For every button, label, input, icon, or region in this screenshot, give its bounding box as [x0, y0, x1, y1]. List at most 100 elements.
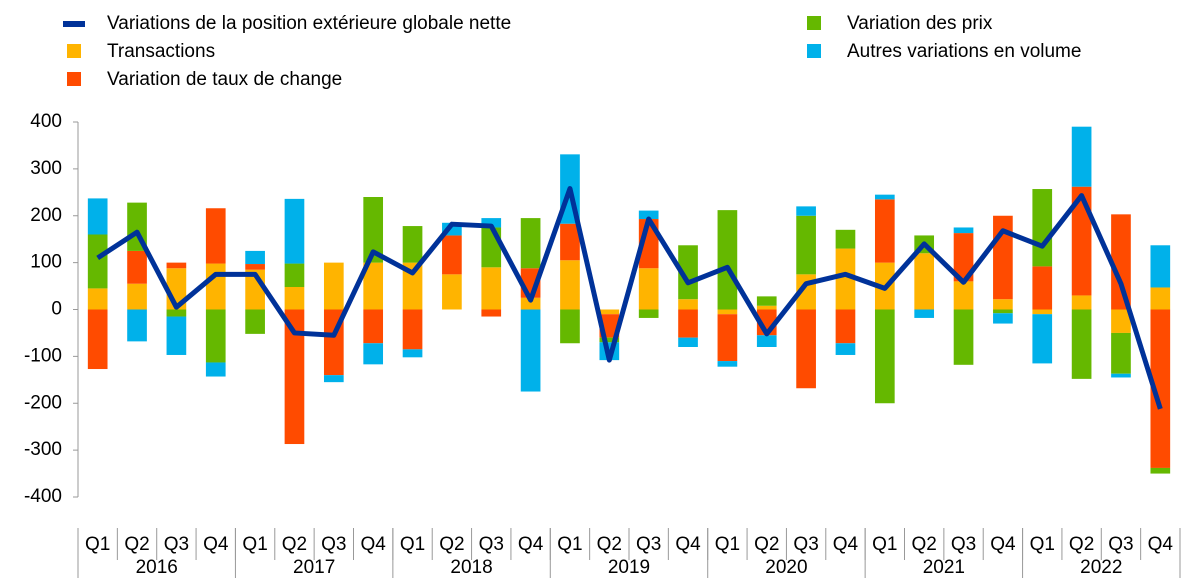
bar: [1032, 266, 1053, 310]
bar: [402, 309, 423, 350]
bar: [678, 299, 698, 310]
x-tick-label: Q4: [833, 534, 859, 555]
bar: [1071, 295, 1092, 310]
bar: [1032, 189, 1053, 267]
x-tick-label: Q4: [675, 534, 701, 555]
bar: [1150, 309, 1171, 468]
bar: [796, 309, 816, 389]
x-tick-label: Q1: [872, 534, 897, 555]
bar: [363, 197, 384, 263]
x-tick-label: Q2: [439, 534, 464, 555]
bar: [481, 267, 502, 310]
bar: [953, 233, 974, 282]
bar: [1032, 309, 1053, 315]
year-label: 2016: [136, 557, 178, 578]
x-tick-label: Q1: [400, 534, 425, 555]
bar: [520, 218, 541, 269]
bar: [717, 361, 738, 367]
bar: [560, 260, 580, 310]
x-tick-label: Q4: [203, 534, 229, 555]
bar: [717, 309, 738, 315]
legend-swatch: [63, 21, 85, 27]
bar: [166, 316, 187, 355]
bar: [245, 309, 265, 334]
bar: [914, 253, 935, 310]
year-label: 2020: [765, 557, 807, 578]
bar: [520, 297, 541, 310]
x-tick-label: Q2: [597, 534, 622, 555]
bar: [953, 309, 974, 365]
bar: [953, 281, 974, 310]
bar: [796, 215, 816, 275]
x-tick-label: Q2: [754, 534, 779, 555]
x-tick-label: Q3: [164, 534, 189, 555]
net-position-line: [96, 186, 1163, 410]
y-tick-label: 100: [30, 252, 62, 273]
legend-label: Variation des prix: [847, 13, 993, 34]
bar: [678, 337, 698, 347]
year-label: 2017: [293, 557, 335, 578]
bar: [284, 198, 305, 264]
y-tick-label: -300: [24, 439, 62, 460]
bar: [1111, 214, 1131, 310]
bar: [481, 227, 502, 268]
y-tick-label: 300: [30, 158, 62, 179]
x-tick-label: Q2: [1069, 534, 1094, 555]
x-tick-label: Q4: [1148, 534, 1174, 555]
bar: [678, 309, 698, 338]
bar: [993, 299, 1013, 310]
bar: [205, 362, 226, 377]
legend-swatch: [807, 16, 821, 30]
bar: [717, 314, 738, 362]
year-label: 2018: [450, 557, 492, 578]
x-tick-label: Q3: [951, 534, 976, 555]
bar: [87, 198, 108, 235]
year-label: 2019: [608, 557, 650, 578]
x-tick-label: Q4: [360, 534, 386, 555]
legend-label: Variation de taux de change: [107, 69, 342, 90]
y-tick-label: -400: [24, 486, 62, 507]
bar: [442, 274, 462, 310]
bar: [87, 288, 108, 310]
bar: [1150, 287, 1171, 310]
bar: [87, 309, 108, 370]
bar: [127, 309, 147, 342]
bar: [402, 349, 423, 358]
bar: [284, 309, 305, 445]
bar: [835, 343, 856, 355]
bar: [638, 309, 659, 318]
bar: [756, 335, 777, 347]
bar: [717, 210, 738, 310]
bar: [599, 337, 620, 343]
x-tick-label: Q4: [518, 534, 544, 555]
bar: [245, 250, 265, 265]
bar: [284, 263, 305, 287]
bar: [756, 296, 777, 306]
bar: [835, 229, 856, 249]
bar: [402, 262, 423, 310]
y-tick-label: 200: [30, 205, 62, 226]
bar: [1071, 309, 1092, 379]
bar: [323, 262, 344, 310]
x-tick-label: Q1: [557, 534, 582, 555]
bar: [402, 226, 423, 263]
y-tick-label: -100: [24, 345, 62, 366]
bar: [1071, 126, 1092, 187]
bar: [599, 309, 620, 315]
bar: [1150, 245, 1171, 288]
bar: [481, 218, 502, 228]
bar: [127, 283, 147, 310]
x-tick-label: Q3: [1108, 534, 1133, 555]
x-tick-label: Q3: [636, 534, 661, 555]
x-tick-label: Q3: [793, 534, 818, 555]
bar: [1111, 332, 1131, 374]
bar: [835, 309, 856, 344]
bar: [284, 287, 305, 310]
x-tick-label: Q1: [715, 534, 740, 555]
x-tick-label: Q1: [242, 534, 267, 555]
bar: [953, 227, 974, 234]
bar: [205, 263, 226, 310]
x-tick-label: Q1: [85, 534, 110, 555]
x-tick-label: Q4: [990, 534, 1016, 555]
legend-label: Variations de la position extérieure glo…: [107, 13, 511, 34]
